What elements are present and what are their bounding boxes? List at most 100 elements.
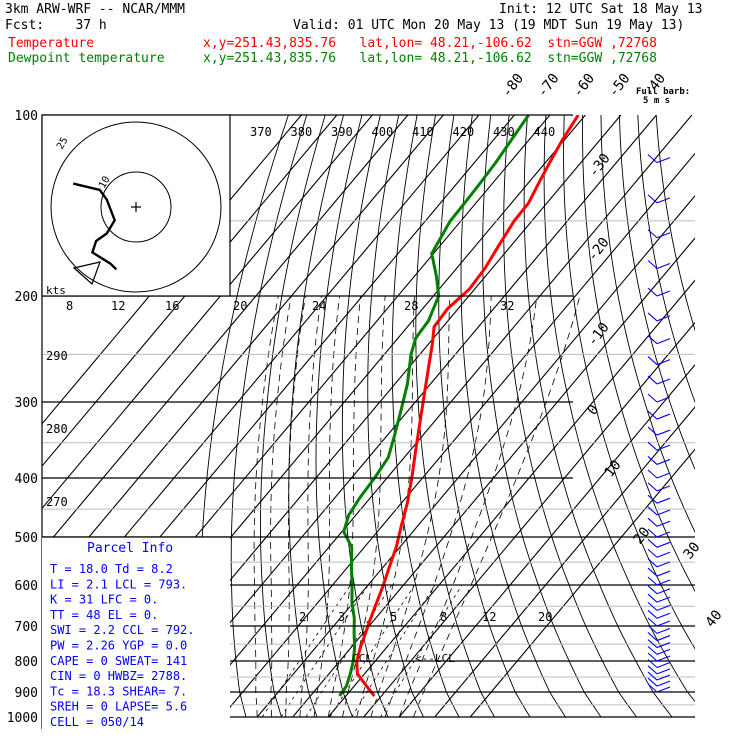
isotherm [42, 115, 444, 594]
wind-barb-staff [656, 541, 671, 548]
hodograph-ring-label: 25 [55, 136, 71, 152]
pressure-tick-label: 200 [15, 290, 38, 305]
wind-barb-flag [647, 671, 658, 681]
wind-barb-flag [647, 335, 658, 345]
mixing-ratio-label: 12 [482, 610, 496, 624]
theta-label: 420 [453, 125, 475, 139]
parcel-row: LI = 2.1 LCL = 793. [50, 577, 187, 591]
model-title: 3km ARW-WRF -- NCAR/MMM [5, 2, 186, 17]
theta-label: 270 [46, 495, 68, 509]
isotherm [42, 115, 409, 552]
parcel-row: TT = 48 EL = 0. [50, 608, 158, 622]
wind-barb-staff [656, 570, 671, 577]
speed-scale-label: 8 [66, 299, 73, 313]
wind-barb-staff [656, 509, 671, 516]
wind-barb-flag [647, 393, 658, 403]
hodograph-ring-outer [50, 121, 222, 293]
parcel-row: K = 31 LFC = 0. [50, 593, 158, 607]
parcel-row: PW = 2.26 YGP = 0.0 [50, 639, 187, 653]
wind-barb-unit: 5 m s [643, 96, 670, 106]
pressure-tick-label: 500 [15, 531, 38, 546]
wind-barb-flag [647, 548, 658, 558]
wind-barb-staff [656, 290, 671, 297]
parcel-row: Tc = 18.3 SHEAR= 7. [50, 684, 187, 698]
wind-barb-staff [656, 648, 671, 655]
speed-scale-label: 28 [404, 299, 418, 313]
wind-barb-staff [656, 551, 671, 558]
wind-barb-staff [656, 472, 671, 479]
wind-barb-flag [647, 567, 658, 577]
wind-barb-flag [647, 506, 658, 516]
parcel-title: Parcel Info [87, 541, 173, 556]
speed-scale-label: 20 [233, 299, 247, 313]
wind-barb-staff [656, 579, 671, 586]
lcl-label: <--LCL [415, 652, 455, 665]
isotherm [434, 406, 695, 718]
speed-scale-label: 24 [312, 299, 326, 313]
moist-adiabat [398, 295, 538, 718]
isotherm [256, 194, 695, 718]
wind-barb-staff [656, 338, 671, 345]
wind-barb-staff [656, 620, 671, 627]
parcel-row: SWI = 2.2 CCL = 792. [50, 623, 195, 637]
isotherm [185, 115, 693, 718]
wind-barb-staff [656, 596, 671, 603]
isotherm-label: -70 [534, 71, 562, 101]
pressure-tick-label: 600 [15, 579, 38, 594]
parcel-row: SREH = 0 LAPSE= 5.6 [50, 700, 187, 714]
isotherm-label: 40 [703, 607, 726, 630]
isotherm [221, 152, 695, 718]
wind-barb-flag [647, 609, 658, 619]
wind-barb-staff [656, 531, 671, 538]
wind-barb-flag [647, 677, 658, 687]
wind-barb-staff [656, 315, 671, 322]
parcel-info-panel: Parcel Info T = 18.0 Td = 8.2LI = 2.1 LCL… [42, 536, 230, 729]
temperature-legend: Temperature [8, 36, 95, 51]
wind-barb-staff [656, 655, 671, 662]
wind-barb-flag [647, 652, 658, 662]
wind-barb-flag [647, 639, 658, 648]
wind-barb-flag [647, 665, 658, 675]
wind-barb-flag [647, 558, 658, 568]
mixing-ratio-labels: 2 3 5 8 12 20 [299, 610, 552, 624]
wind-barb-flag [647, 469, 658, 479]
wind-barb-staff [656, 588, 671, 595]
wind-barb-staff [656, 157, 671, 164]
storm-motion-marker [72, 261, 101, 286]
wind-barb-flag [647, 601, 658, 611]
wind-barb-staff [656, 612, 671, 619]
wind-barb-staff [656, 444, 671, 451]
theta-label: 410 [412, 125, 434, 139]
theta-label: 380 [291, 125, 313, 139]
wind-barb-staff [656, 668, 671, 675]
init-time: Init: 12 UTC Sat 18 May 13 [499, 2, 703, 17]
parcel-row: CIN = 0 HWBZ= 2788. [50, 669, 187, 683]
hodograph-ring-inner [100, 171, 172, 243]
dewpoint-legend: Dewpoint temperature [8, 51, 165, 66]
wind-barb-flag [647, 260, 658, 269]
wind-barb-staff [656, 561, 671, 568]
hodograph-ring-label: 10 [97, 175, 113, 191]
isotherm [292, 237, 695, 718]
hodograph-trace [72, 182, 118, 271]
mixing-ratio-label: 5 [390, 610, 397, 624]
mixing-ratio-label: 8 [440, 610, 447, 624]
wind-barb-staff [656, 413, 671, 420]
wind-barb-staff [656, 262, 671, 270]
wind-barb-staff [656, 197, 671, 204]
theta-label: 370 [250, 125, 272, 139]
wind-barb-flag [647, 528, 658, 538]
wind-barb-staff [656, 378, 671, 385]
wind-barb-flag [647, 482, 658, 492]
wind-barb-flag [647, 375, 658, 385]
theta-label: 390 [331, 125, 353, 139]
pressure-axis: 100 200 300 400 500 600 700 800 900 1000 [7, 109, 38, 726]
dewpoint-location: x,y=251.43,835.76 lat,lon= 48.21,-106.62… [203, 51, 657, 66]
wind-barb-flag [647, 441, 658, 451]
pressure-tick-label: 900 [15, 686, 38, 701]
dewpoint-line [338, 115, 530, 697]
wind-barb-flag [647, 494, 658, 504]
isotherm [363, 321, 695, 718]
mixing-ratio-label: 3 [338, 610, 345, 624]
